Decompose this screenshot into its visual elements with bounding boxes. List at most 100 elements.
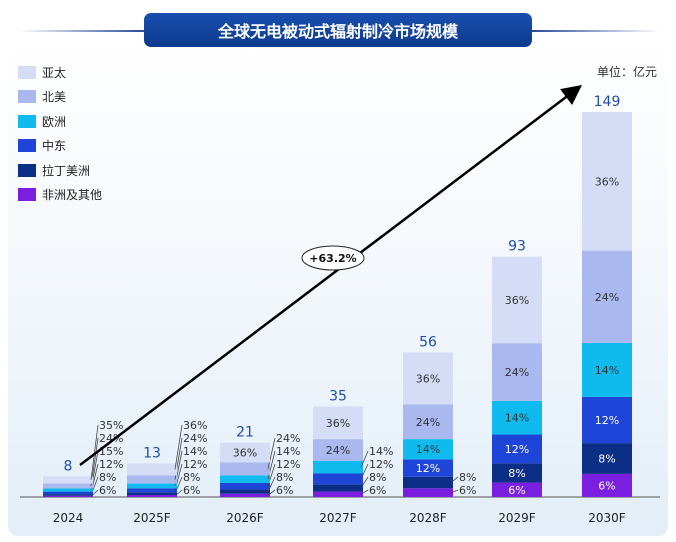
- legend-swatch: [18, 139, 36, 153]
- segment-label: 8%: [369, 471, 386, 484]
- title-divider-right: [532, 30, 660, 32]
- bar-segment: [220, 493, 270, 497]
- segment-label: 36%: [416, 372, 440, 385]
- total-label: 8: [64, 458, 73, 474]
- bar-segment: [492, 463, 542, 483]
- bar-segment: [492, 482, 542, 497]
- legend-label: 北美: [42, 90, 67, 105]
- leader-line: [267, 489, 276, 496]
- bar-segment: [492, 434, 542, 464]
- x-tick-label: 2027F: [319, 511, 357, 525]
- segment-label: 8%: [99, 471, 116, 484]
- segment-label: 24%: [326, 444, 350, 457]
- bar-segment: [403, 476, 453, 489]
- leader-line: [267, 437, 276, 469]
- leader-line: [174, 489, 183, 497]
- legend-item: 中东: [18, 134, 102, 159]
- x-tick-label: 2025F: [133, 511, 171, 525]
- legend-item: 欧洲: [18, 109, 102, 134]
- segment-label: 24%: [416, 416, 440, 429]
- x-tick-label: 2030F: [588, 511, 626, 525]
- growth-arrow: [79, 84, 582, 466]
- bar-segment: [43, 483, 93, 489]
- bar-segment: [220, 442, 270, 463]
- segment-label: 24%: [276, 432, 300, 445]
- bar-segment: [403, 439, 453, 460]
- leader-line: [450, 489, 459, 494]
- legend-item: 北美: [18, 85, 102, 110]
- bar-segment: [403, 404, 453, 440]
- bar-segment: [582, 250, 632, 343]
- segment-label: 35%: [99, 419, 123, 432]
- segment-label: 6%: [459, 484, 476, 497]
- bar-segment: [313, 460, 363, 474]
- x-tick-label: 2026F: [226, 511, 264, 525]
- bar-segment: [220, 475, 270, 483]
- legend-item: 非洲及其他: [18, 183, 102, 208]
- legend-label: 拉丁美洲: [42, 163, 91, 178]
- bar-segment: [582, 112, 632, 251]
- bar-segment: [403, 459, 453, 477]
- legend-swatch: [18, 65, 36, 79]
- segment-label: 6%: [598, 479, 615, 492]
- bar-segment: [43, 491, 93, 495]
- segment-label: 14%: [183, 445, 207, 458]
- segment-label: 12%: [99, 458, 123, 471]
- bar-segment: [582, 396, 632, 444]
- bar-segment: [492, 256, 542, 344]
- x-tick-label: 2024: [53, 511, 84, 525]
- segment-label: 24%: [183, 432, 207, 445]
- total-label: 13: [143, 445, 161, 461]
- x-tick-label: 2028F: [409, 511, 447, 525]
- segment-label: 12%: [595, 414, 619, 427]
- segment-label: 6%: [369, 484, 386, 497]
- total-label: 21: [236, 425, 254, 441]
- segment-label: 8%: [598, 453, 615, 466]
- bar-segment: [127, 483, 177, 489]
- bar-segment: [127, 475, 177, 484]
- segment-label: 8%: [276, 471, 293, 484]
- bar-segment: [43, 488, 93, 492]
- segment-label: 12%: [369, 458, 393, 471]
- growth-label: +63.2%: [309, 252, 356, 265]
- legend-item: 亚太: [18, 60, 102, 85]
- bar-segment: [313, 491, 363, 497]
- segment-label: 12%: [183, 458, 207, 471]
- segment-label: 36%: [595, 175, 619, 188]
- total-label: 93: [508, 239, 526, 255]
- bar-segment: [220, 482, 270, 490]
- segment-label: 8%: [508, 467, 525, 480]
- segment-label: 6%: [183, 484, 200, 497]
- segment-label: 14%: [276, 445, 300, 458]
- segment-label: 6%: [276, 484, 293, 497]
- unit-label: 单位：亿元: [597, 65, 658, 79]
- legend-swatch: [18, 90, 36, 104]
- segment-label: 6%: [99, 484, 116, 497]
- title-divider-left: [18, 30, 144, 32]
- bar-segment: [582, 473, 632, 497]
- segment-label: 14%: [505, 412, 529, 425]
- total-label: 56: [419, 334, 437, 350]
- bar-segment: [403, 488, 453, 497]
- segment-label: 12%: [276, 458, 300, 471]
- legend-label: 中东: [42, 139, 67, 154]
- bar-segment: [582, 443, 632, 474]
- bar-segment: [127, 492, 177, 495]
- total-label: 149: [594, 94, 621, 110]
- bar-segment: [127, 488, 177, 493]
- segment-label: 36%: [326, 417, 350, 430]
- legend-item: 拉丁美洲: [18, 158, 102, 183]
- bar-segment: [127, 494, 177, 497]
- segment-label: 14%: [595, 364, 619, 377]
- bar-segment: [220, 462, 270, 476]
- segment-label: 36%: [183, 419, 207, 432]
- legend-label: 亚太: [42, 65, 67, 80]
- legend: 亚太北美欧洲中东拉丁美洲非洲及其他: [18, 60, 102, 207]
- bar-segment: [403, 352, 453, 405]
- legend-swatch: [18, 188, 36, 202]
- segment-label: 8%: [459, 471, 476, 484]
- growth-badge: [301, 245, 365, 271]
- legend-swatch: [18, 163, 36, 177]
- bar-segment: [582, 343, 632, 397]
